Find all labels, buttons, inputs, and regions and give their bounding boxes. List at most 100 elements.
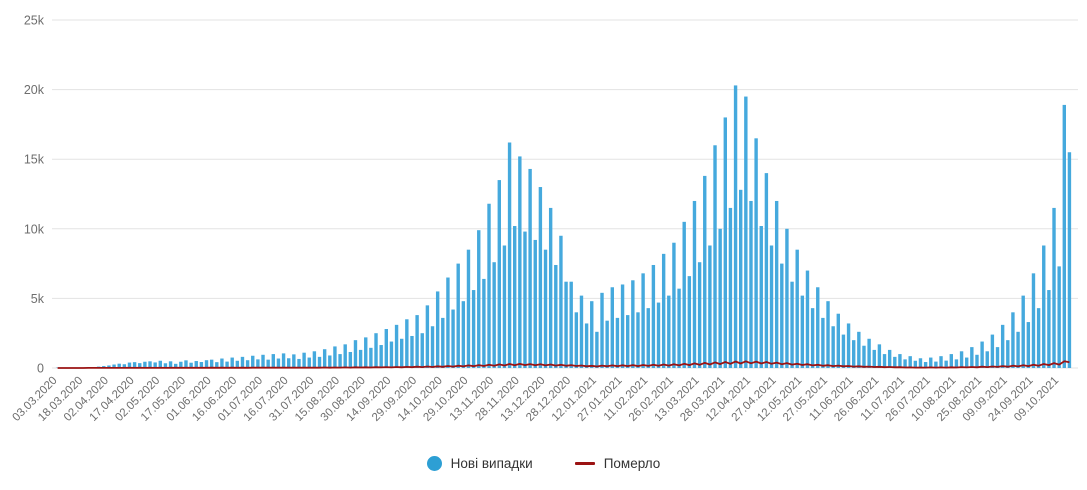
bar [348, 351, 353, 368]
bar [189, 362, 193, 368]
bar [276, 358, 281, 368]
bar [826, 301, 830, 368]
legend-label-deaths: Померло [603, 456, 661, 471]
y-tick-label: 20k [24, 83, 45, 97]
bar [338, 354, 342, 368]
bar [425, 305, 430, 368]
bar [913, 360, 918, 368]
bar [548, 207, 553, 368]
bar [358, 349, 363, 368]
bar [533, 239, 537, 368]
legend-item-new-cases[interactable]: Нові випадки [426, 456, 533, 471]
bar [590, 301, 594, 368]
bar [179, 361, 183, 368]
bar [543, 249, 548, 368]
bar [317, 356, 322, 368]
bar [923, 362, 928, 368]
bar [435, 291, 440, 368]
bar [965, 357, 969, 368]
bar [631, 280, 635, 368]
bar [697, 262, 702, 368]
bar [882, 354, 887, 368]
bar [980, 341, 984, 368]
bar [158, 360, 162, 368]
bar [990, 334, 995, 368]
bar [477, 230, 481, 368]
bar [605, 320, 609, 368]
bar [384, 329, 388, 368]
bar [487, 203, 491, 368]
bar [1036, 308, 1041, 368]
bar [887, 349, 892, 368]
y-tick-label: 25k [24, 14, 45, 28]
bar [687, 276, 692, 368]
bar [441, 317, 445, 368]
bar [117, 363, 121, 368]
bar [502, 245, 507, 368]
bar [728, 207, 733, 368]
bar [677, 288, 681, 368]
y-tick-label: 0 [37, 362, 44, 376]
bar [1011, 312, 1015, 368]
bar [774, 200, 779, 368]
bar [554, 264, 558, 368]
bar [975, 354, 979, 368]
bar [1006, 340, 1010, 368]
bar [230, 357, 234, 368]
bar [528, 168, 532, 368]
bar [107, 365, 111, 368]
bar [225, 361, 229, 368]
bar [369, 347, 373, 368]
bar [461, 301, 466, 368]
bar [204, 360, 209, 368]
bar [708, 245, 712, 368]
bar [1021, 295, 1025, 368]
bar [271, 354, 275, 368]
bar [713, 145, 717, 368]
bar [292, 354, 296, 368]
bar [112, 364, 116, 368]
bar [364, 337, 368, 368]
bar [970, 347, 974, 368]
bar [153, 362, 157, 368]
bar [692, 200, 697, 368]
bar [538, 187, 543, 368]
bar [168, 361, 173, 368]
bar [574, 312, 579, 368]
new-cases-swatch-icon [426, 456, 442, 471]
bar [821, 317, 825, 368]
bar [322, 349, 327, 368]
bar [328, 355, 332, 368]
bar [307, 357, 311, 368]
bar [626, 315, 630, 368]
bar [754, 138, 758, 368]
bar [312, 351, 317, 368]
bar [749, 200, 753, 368]
bar [862, 345, 866, 368]
bar [174, 363, 178, 368]
bar [1067, 152, 1072, 368]
legend-item-deaths[interactable]: Померло [574, 456, 661, 471]
bar [410, 335, 414, 368]
bar [266, 359, 270, 368]
bar [615, 317, 620, 368]
bar [759, 226, 763, 368]
bar [1057, 266, 1061, 368]
bar [918, 358, 923, 368]
y-tick-label: 15k [24, 153, 45, 167]
bar [903, 359, 907, 368]
bar [846, 323, 851, 368]
bar [333, 346, 337, 368]
bar [420, 333, 424, 368]
bar [256, 359, 260, 368]
bar [1026, 322, 1031, 368]
bar [1052, 207, 1056, 368]
bar [415, 315, 419, 368]
bars-new-cases [55, 85, 1072, 369]
bar [636, 312, 640, 368]
bar [353, 340, 358, 368]
bar [251, 355, 255, 368]
bar [430, 326, 435, 368]
bar [579, 295, 584, 368]
